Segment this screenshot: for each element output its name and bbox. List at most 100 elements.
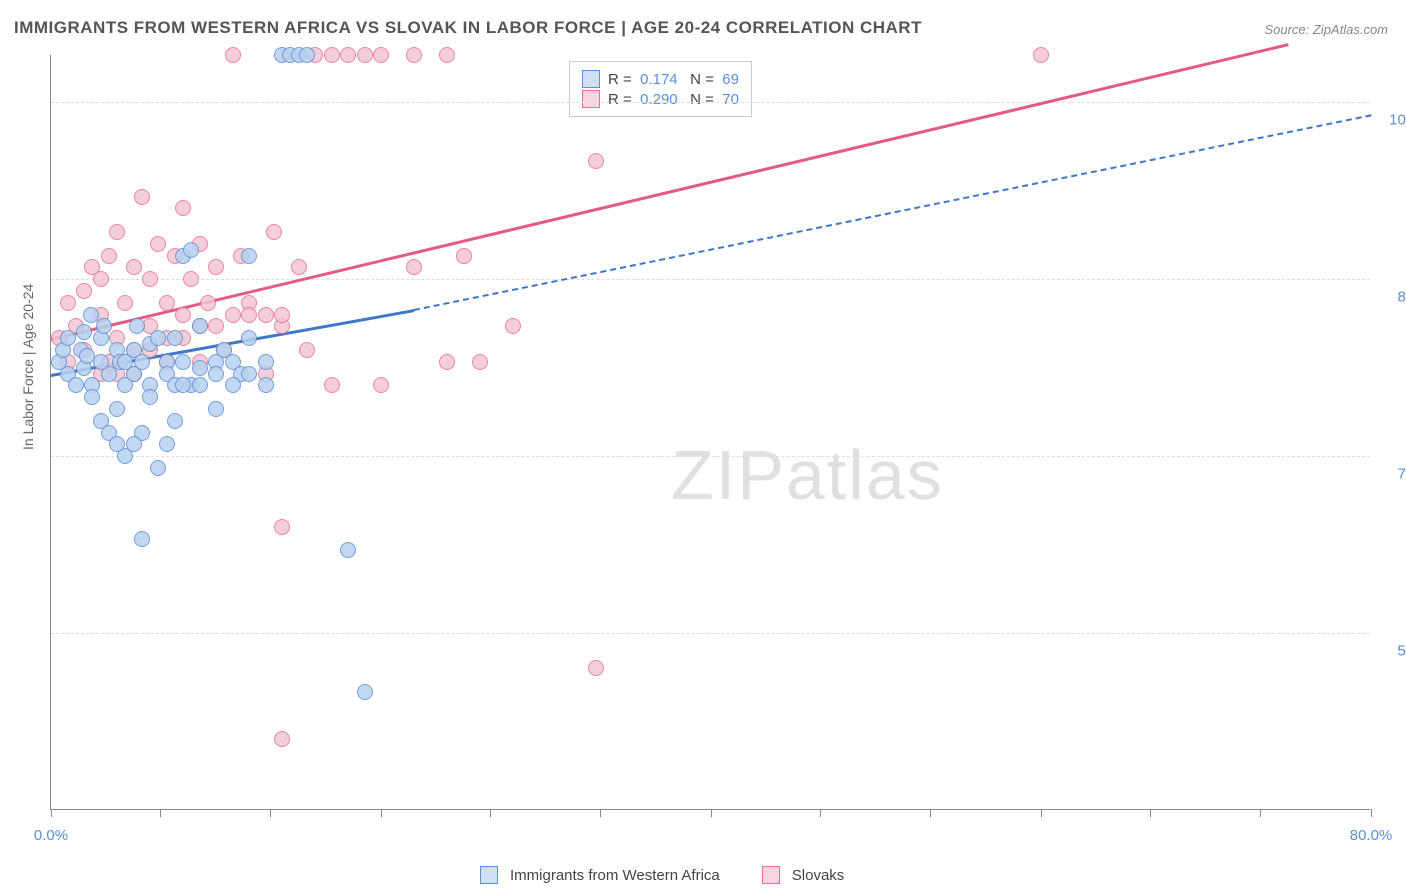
x-tick xyxy=(820,809,821,817)
data-point xyxy=(505,318,521,334)
data-point xyxy=(274,307,290,323)
data-point xyxy=(299,342,315,358)
data-point xyxy=(96,318,112,334)
data-point xyxy=(134,531,150,547)
x-tick xyxy=(160,809,161,817)
data-point xyxy=(357,47,373,63)
data-point xyxy=(241,330,257,346)
data-point xyxy=(76,283,92,299)
data-point xyxy=(439,354,455,370)
trend-line-dashed xyxy=(414,114,1371,311)
data-point xyxy=(373,47,389,63)
data-point xyxy=(93,271,109,287)
legend-swatch xyxy=(762,866,780,884)
y-tick-label: 55.0% xyxy=(1380,643,1406,660)
x-tick xyxy=(381,809,382,817)
data-point xyxy=(324,47,340,63)
data-point xyxy=(357,684,373,700)
data-point xyxy=(134,354,150,370)
data-point xyxy=(208,318,224,334)
data-point xyxy=(175,307,191,323)
legend-swatch xyxy=(480,866,498,884)
data-point xyxy=(225,47,241,63)
data-point xyxy=(117,295,133,311)
data-point xyxy=(406,259,422,275)
data-point xyxy=(109,224,125,240)
data-point xyxy=(406,47,422,63)
y-tick-label: 70.0% xyxy=(1380,466,1406,483)
data-point xyxy=(258,354,274,370)
watermark: ZIPatlas xyxy=(671,435,944,515)
x-tick xyxy=(1260,809,1261,817)
data-point xyxy=(472,354,488,370)
x-tick xyxy=(270,809,271,817)
data-point xyxy=(150,330,166,346)
data-point xyxy=(183,271,199,287)
data-point xyxy=(266,224,282,240)
data-point xyxy=(175,200,191,216)
x-tick-label: 80.0% xyxy=(1350,827,1393,844)
data-point xyxy=(101,248,117,264)
data-point xyxy=(225,377,241,393)
data-point xyxy=(93,354,109,370)
data-point xyxy=(134,189,150,205)
x-tick xyxy=(490,809,491,817)
data-point xyxy=(241,248,257,264)
data-point xyxy=(175,377,191,393)
data-point xyxy=(208,401,224,417)
data-point xyxy=(258,377,274,393)
legend-label: Immigrants from Western Africa xyxy=(510,867,720,884)
x-tick xyxy=(1150,809,1151,817)
x-tick xyxy=(600,809,601,817)
plot-area: ZIPatlas R = 0.174 N = 69R = 0.290 N = 7… xyxy=(50,55,1370,810)
correlation-legend: R = 0.174 N = 69R = 0.290 N = 70 xyxy=(569,61,752,117)
data-point xyxy=(150,460,166,476)
data-point xyxy=(241,307,257,323)
grid-line xyxy=(51,456,1370,457)
data-point xyxy=(159,436,175,452)
data-point xyxy=(208,259,224,275)
data-point xyxy=(175,354,191,370)
data-point xyxy=(109,401,125,417)
data-point xyxy=(192,318,208,334)
data-point xyxy=(1033,47,1049,63)
grid-line xyxy=(51,279,1370,280)
x-tick xyxy=(1041,809,1042,817)
y-tick-label: 85.0% xyxy=(1380,289,1406,306)
data-point xyxy=(183,242,199,258)
data-point xyxy=(60,330,76,346)
data-point xyxy=(142,271,158,287)
legend-row: R = 0.174 N = 69 xyxy=(582,70,739,88)
source-label: Source: ZipAtlas.com xyxy=(1264,22,1388,37)
data-point xyxy=(291,259,307,275)
data-point xyxy=(68,377,84,393)
data-point xyxy=(109,436,125,452)
data-point xyxy=(142,389,158,405)
data-point xyxy=(456,248,472,264)
y-tick-label: 100.0% xyxy=(1380,112,1406,129)
legend-label: Slovaks xyxy=(792,867,845,884)
data-point xyxy=(192,377,208,393)
data-point xyxy=(373,377,389,393)
data-point xyxy=(588,153,604,169)
chart-title: IMMIGRANTS FROM WESTERN AFRICA VS SLOVAK… xyxy=(14,18,922,38)
data-point xyxy=(159,295,175,311)
x-tick xyxy=(930,809,931,817)
data-point xyxy=(126,259,142,275)
data-point xyxy=(225,307,241,323)
data-point xyxy=(274,731,290,747)
data-point xyxy=(258,307,274,323)
data-point xyxy=(76,324,92,340)
x-tick-label: 0.0% xyxy=(34,827,68,844)
data-point xyxy=(83,307,99,323)
data-point xyxy=(126,436,142,452)
data-point xyxy=(208,366,224,382)
data-point xyxy=(60,295,76,311)
data-point xyxy=(150,236,166,252)
data-point xyxy=(200,295,216,311)
data-point xyxy=(167,413,183,429)
data-point xyxy=(588,660,604,676)
data-point xyxy=(324,377,340,393)
grid-line xyxy=(51,102,1370,103)
data-point xyxy=(192,360,208,376)
